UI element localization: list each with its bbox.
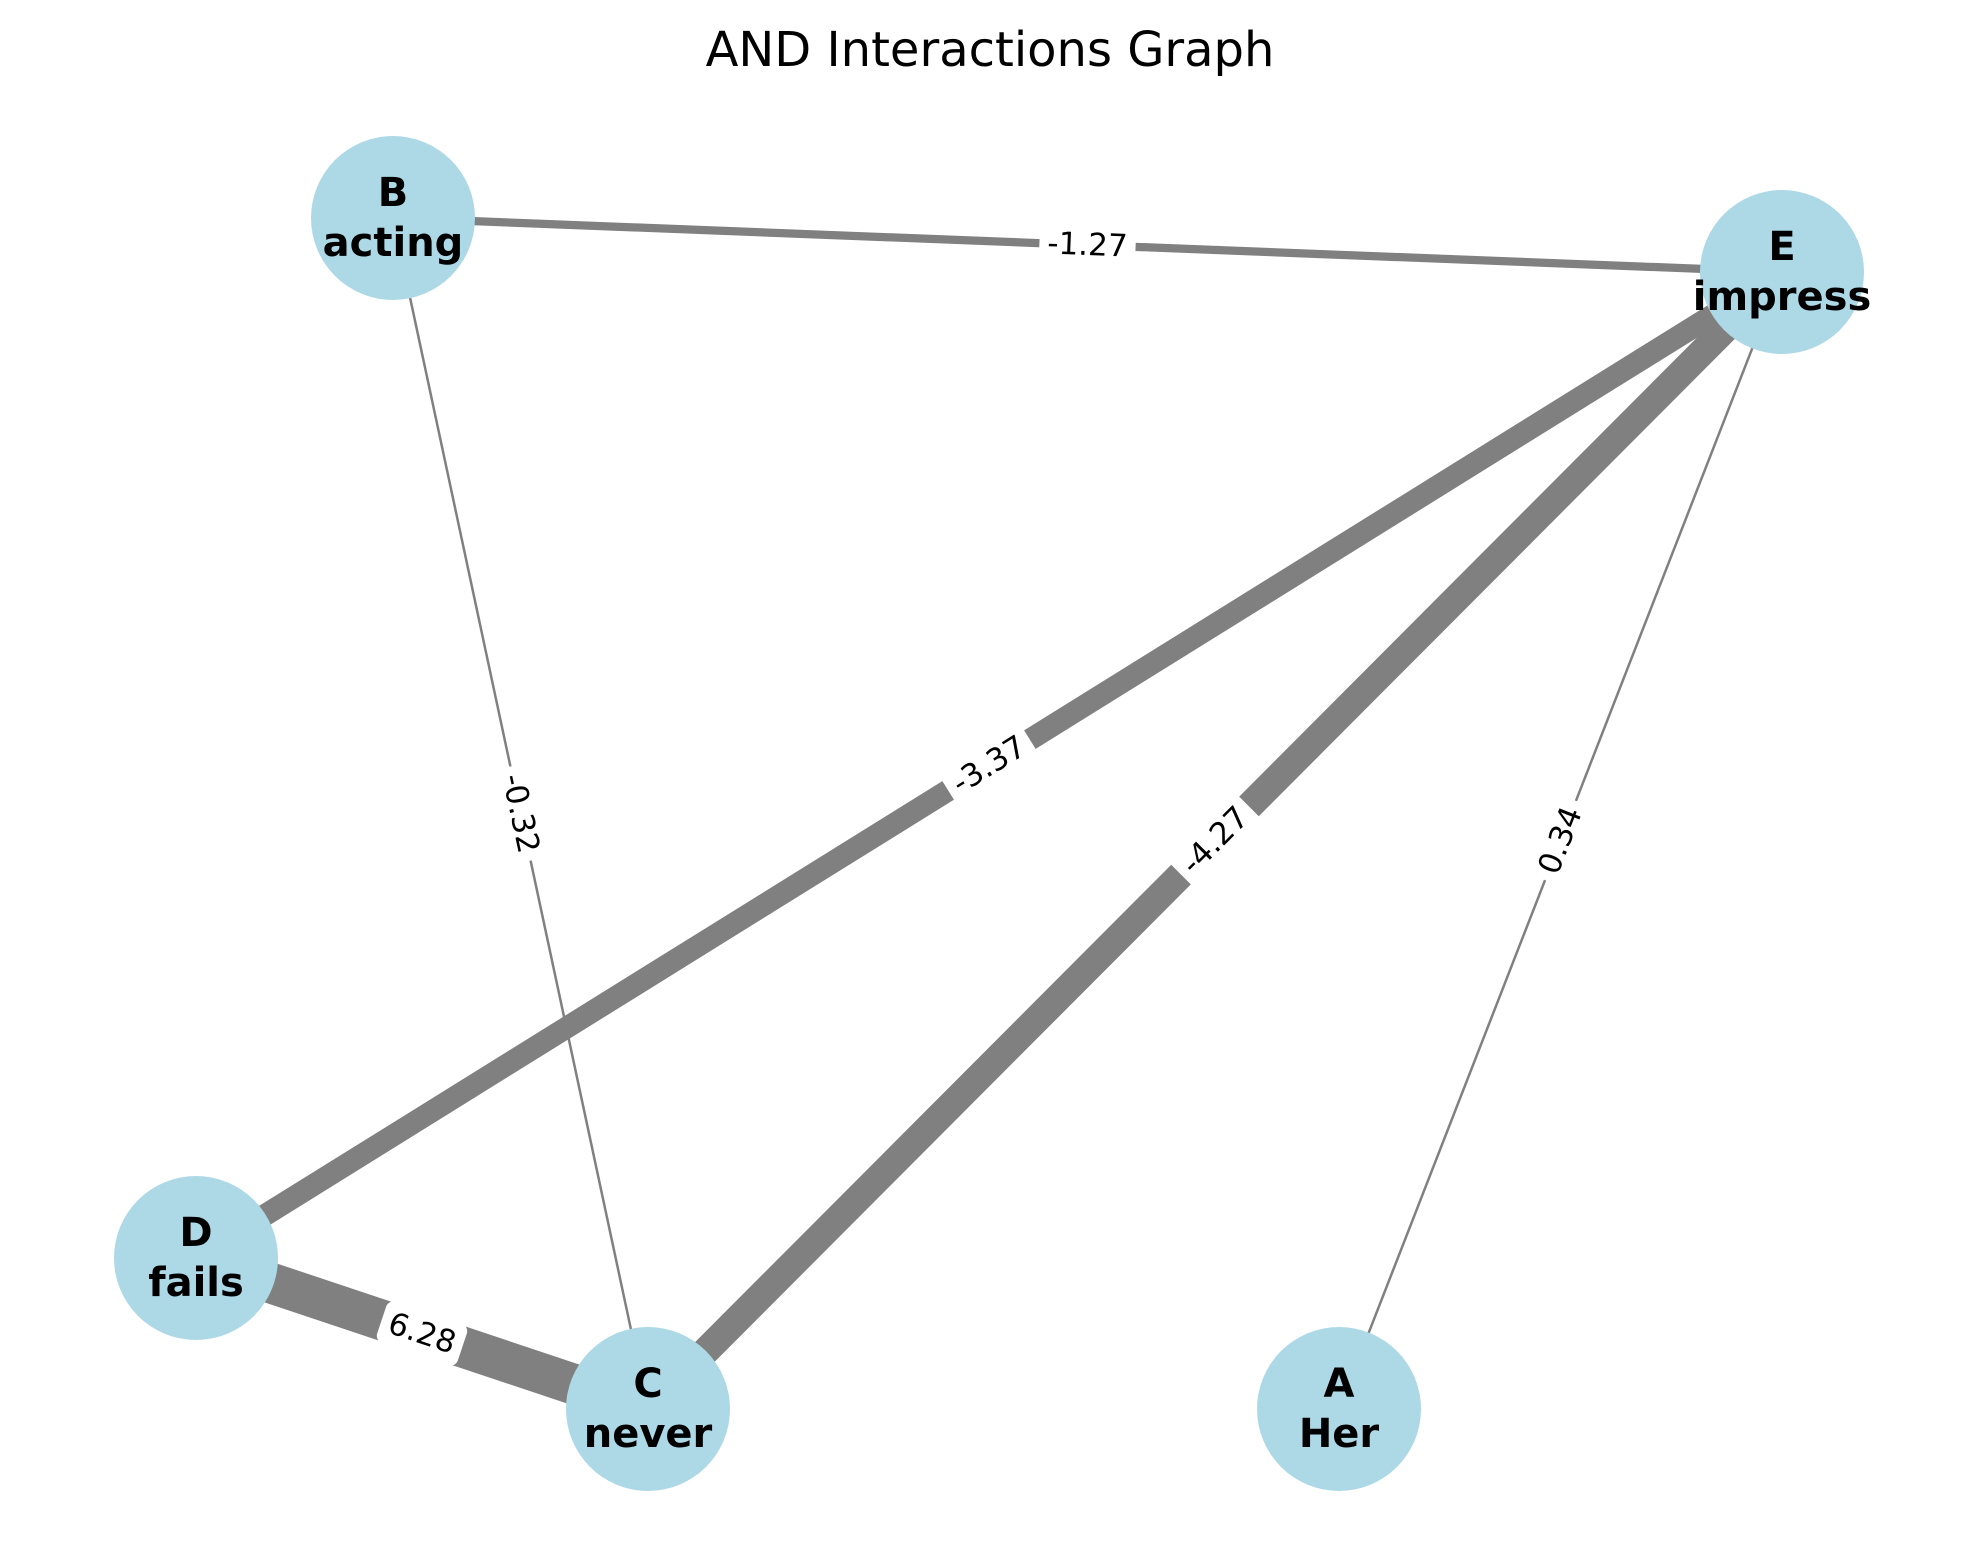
- node-id-label: B: [378, 170, 409, 216]
- edge-label-B-C: -0.32: [490, 763, 551, 864]
- node-circle: [311, 136, 475, 300]
- edge-label-B-E: -1.27: [1038, 221, 1137, 269]
- edge-label-E-A: 0.34: [1526, 795, 1595, 886]
- edge-label-background: [1168, 794, 1262, 887]
- node-id-label: C: [633, 1361, 662, 1407]
- graph-title: AND Interactions Graph: [706, 22, 1275, 78]
- node-id-label: D: [179, 1210, 212, 1256]
- edge-label-D-C: 6.28: [376, 1301, 468, 1366]
- edge-label-background: [1038, 221, 1137, 269]
- node-word-label: Her: [1299, 1411, 1380, 1457]
- node-id-label: E: [1768, 224, 1795, 270]
- edge-label-background: [376, 1301, 468, 1366]
- edge-label-background: [490, 763, 551, 864]
- edge-label-E-D: -3.37: [939, 723, 1039, 807]
- node-word-label: fails: [148, 1260, 244, 1306]
- edges-layer: [189, 213, 1792, 1429]
- node-circle: [566, 1327, 730, 1491]
- node-word-label: acting: [323, 220, 464, 266]
- edge-weight-label: -1.27: [1047, 225, 1129, 264]
- node-word-label: never: [584, 1411, 713, 1457]
- node-circle: [1257, 1327, 1421, 1491]
- node-word-label: impress: [1693, 274, 1872, 320]
- edge-label-background: [939, 723, 1039, 807]
- node-circle: [114, 1176, 278, 1340]
- node-id-label: A: [1324, 1361, 1355, 1407]
- edge-label-background: [1526, 795, 1595, 886]
- edge-weight-label: -0.32: [495, 771, 547, 857]
- edge-labels-layer: -1.27-0.32-3.37-4.27 0.346.28: [376, 221, 1595, 1366]
- node-circle: [1700, 190, 1864, 354]
